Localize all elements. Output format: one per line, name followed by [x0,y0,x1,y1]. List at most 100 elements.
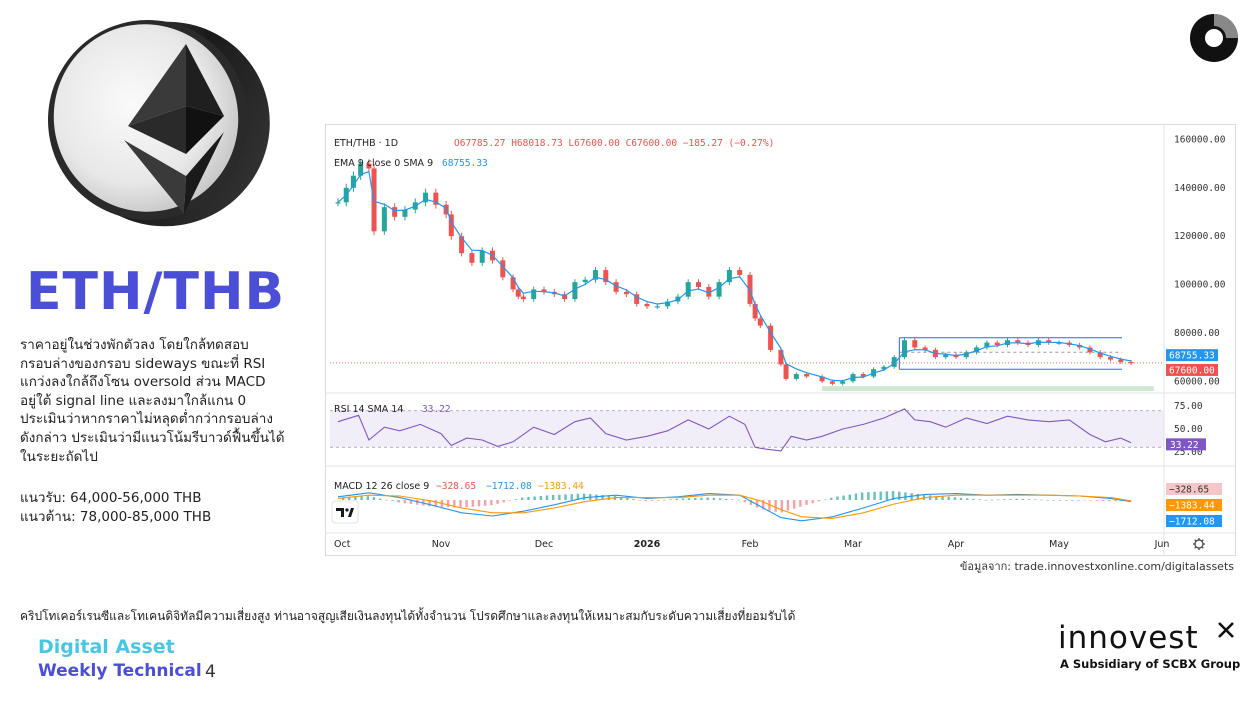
macd-histogram-bar [551,494,555,500]
macd-histogram-bar [341,497,345,500]
macd-histogram-bar [669,499,672,500]
macd-histogram-bar [657,500,660,501]
description-line: ดังกล่าว ประเมินว่ามีแนวโน้มรีบาวด์ฟื้นข… [20,429,285,446]
candle-body [752,303,758,319]
candle-body [335,202,341,204]
candle-body [716,282,722,297]
price-chart[interactable]: 160000.00 140000.00 120000.00 100000.00 8000… [325,124,1236,556]
candle-body [366,163,372,169]
price-badge [1166,349,1218,362]
candle-body [350,175,356,188]
candle-body [902,340,907,358]
innovest-logo: innovest [1058,620,1199,656]
macd-legend-value: −1712.08 [486,481,532,492]
macd-histogram-bar [576,493,580,500]
macd-histogram-bar [718,498,722,500]
candle-body [1015,340,1021,343]
macd-histogram-bar [409,500,413,504]
rsi-line [337,408,1132,452]
risk-disclaimer: คริปโทเคอร์เรนซีและโทเคนดิจิทัลมีความเสี… [20,609,796,623]
support-level: แนวรับ: 64,000-56,000 THB [20,490,202,506]
macd-histogram-bar [360,496,363,500]
macd-histogram-bar [564,494,567,500]
candle-body [572,282,578,300]
candle-body [912,340,918,348]
macd-histogram-bar [984,499,987,501]
macd-histogram-bar [811,500,814,504]
macd-histogram-bar [867,492,870,500]
macd-histogram-bar [731,499,734,501]
macd-histogram-bar [768,500,771,511]
candle-body [1118,359,1124,362]
candle-body [423,192,429,203]
macd-histogram-bar [1015,498,1018,500]
macd-histogram-bar [502,500,505,503]
macd-histogram-bar [725,498,728,500]
candle-body [819,376,825,382]
macd-histogram-bar [706,497,709,500]
macd-histogram-bar [904,492,907,500]
macd-histogram-bar [558,494,561,500]
macd-histogram-bar [638,500,641,501]
macd-histogram-bar [873,491,876,500]
settings-icon-tooth [1201,539,1204,542]
candle-body [520,296,526,300]
candle-body [1077,345,1083,348]
macd-badge-label: −328.65 [1169,485,1209,496]
candle-body [433,192,439,205]
macd-histogram-bar [681,498,685,500]
candle-body [757,318,763,326]
macd-histogram-bar [712,497,716,500]
candle-body [593,270,598,280]
y-tick-label: 120000.00 [1174,231,1226,242]
description-line: กรอบล่างของกรอบ sideways ขณะที่ RSI [20,355,266,372]
page-title: ETH/THB [26,262,286,322]
macd-histogram-bar [996,499,1000,501]
candle-body [541,289,547,292]
macd-legend-value: −1383.44 [538,481,584,492]
support-resistance-levels: แนวรับ: 64,000-56,000 THB แนวต้าน: 78,00… [20,489,211,526]
macd-histogram-bar [1114,500,1117,502]
macd-histogram-bar [471,500,475,507]
macd-histogram-bar [397,500,400,503]
macd-histogram-bar [465,500,468,508]
logo-subtitle: A Subsidiary of SCBX Group [1060,657,1241,671]
macd-histogram-bar [848,494,852,500]
y-tick-label: 140000.00 [1174,183,1226,194]
candle-body [726,270,732,283]
macd-histogram-bar [966,498,969,500]
macd-histogram-bar [434,500,437,507]
candle-body [603,270,609,283]
macd-histogram-bar [607,495,610,500]
candle-body [510,277,516,290]
macd-histogram-bar [941,496,944,500]
macd-histogram-bar [459,500,462,508]
rsi-badge [1166,438,1206,451]
candle-body [634,294,640,304]
ethereum-coin-icon [48,20,270,227]
x-tick-label: Oct [334,539,351,550]
description-line: ประเมินว่าหากราคาไม่หลุดต่ำกว่ากรอบล่าง [20,411,273,428]
macd-histogram-bar [916,493,919,500]
macd-histogram-bar [354,496,357,500]
candle-body [891,357,897,367]
macd-histogram-bar [348,496,351,500]
macd-histogram-bar [817,500,821,502]
macd-badge-label: −1383.44 [1169,501,1215,512]
macd-histogram-bar [823,499,827,501]
macd-histogram-bar [1052,500,1055,501]
macd-histogram-bar [830,497,833,500]
candle-body [665,301,671,307]
tradingview-logo-mark [336,508,344,517]
macd-histogram-bar [644,500,648,502]
macd-histogram-bar [428,500,431,507]
macd-histogram-bar [885,491,889,500]
tradingview-logo-mark [348,508,354,517]
candle-body [515,289,521,297]
macd-legend: MACD 12 26 close 9 [334,481,429,492]
macd-histogram-bar [372,497,376,500]
candle-body [1087,347,1093,353]
macd-histogram-bar [496,500,499,504]
macd-histogram-bar [619,497,623,500]
macd-histogram-bar [1089,500,1093,501]
